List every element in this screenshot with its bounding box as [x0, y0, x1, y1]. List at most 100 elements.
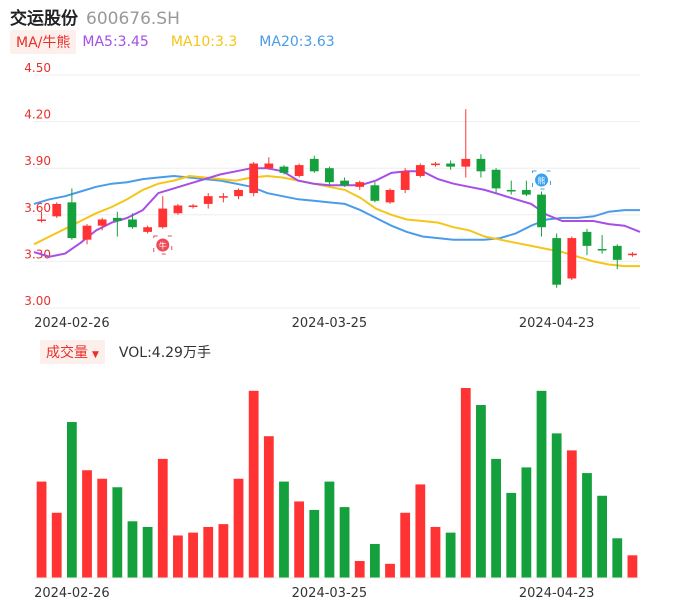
- candle: [400, 168, 410, 194]
- dropdown-arrow-icon: ▼: [92, 350, 99, 360]
- volume-bar: [142, 526, 153, 578]
- bear-marker-frame: [532, 170, 552, 190]
- candle: [143, 225, 153, 234]
- ma10-line: [33, 174, 640, 268]
- bull-marker-badge: [156, 238, 170, 252]
- bull-marker-text: 牛: [159, 241, 167, 251]
- candle-body: [143, 227, 153, 232]
- candle-body: [309, 158, 319, 172]
- candle-body: [203, 196, 213, 204]
- candle-body: [355, 182, 365, 187]
- candle-body: [234, 189, 243, 197]
- volume-bar: [157, 458, 168, 578]
- volume-indicator-dropdown[interactable]: 成交量 ▼: [40, 340, 105, 364]
- candle-body: [173, 205, 183, 214]
- candle: [537, 191, 546, 237]
- volume-bar: [339, 507, 350, 578]
- candle: [294, 163, 304, 178]
- price-tick-label: 3.30: [24, 247, 51, 261]
- candle: [628, 252, 637, 257]
- volume-bar: [97, 478, 108, 578]
- candle-body: [370, 185, 380, 201]
- candle-body: [582, 231, 592, 246]
- volume-bar: [127, 521, 138, 578]
- candle: [385, 188, 395, 204]
- volume-bar: [218, 524, 229, 578]
- candle-body: [340, 180, 349, 186]
- candle-body: [52, 203, 62, 217]
- candle: [612, 244, 622, 270]
- candle: [52, 202, 62, 218]
- volume-bar: [551, 433, 562, 578]
- bull-marker: 牛: [153, 235, 173, 255]
- candle: [567, 236, 577, 281]
- ma10-label: MA10:3.3: [170, 34, 238, 50]
- candle-body: [97, 219, 107, 226]
- candle: [582, 228, 592, 256]
- candle: [67, 188, 77, 240]
- volume-bar: [400, 512, 411, 578]
- candle: [476, 154, 486, 178]
- bear-marker-text: 熊: [538, 176, 546, 186]
- candle-body: [385, 189, 395, 203]
- candle: [355, 180, 365, 190]
- candle: [128, 213, 137, 229]
- candle: [552, 233, 562, 288]
- candle: [279, 165, 289, 175]
- candle-body: [37, 219, 46, 222]
- volume-bar: [112, 487, 123, 578]
- candle-body: [552, 238, 562, 285]
- candle-body: [249, 163, 259, 194]
- candle-body: [537, 194, 546, 228]
- candle: [325, 166, 334, 186]
- volume-bar: [294, 501, 305, 578]
- candle-body: [294, 165, 304, 176]
- candle: [415, 163, 425, 178]
- volume-bar: [233, 478, 244, 578]
- volume-bar: [612, 538, 623, 578]
- volume-bar: [460, 388, 471, 578]
- candle-body: [264, 163, 274, 169]
- price-tick-label: 3.60: [24, 201, 51, 215]
- candle: [521, 180, 531, 197]
- candle: [370, 182, 380, 203]
- volume-bar: [597, 495, 608, 578]
- volume-bar: [415, 484, 426, 578]
- candle-body: [279, 166, 289, 173]
- volume-bar: [51, 512, 62, 578]
- volume-bar: [521, 467, 532, 578]
- candle: [446, 160, 456, 170]
- candle: [158, 196, 168, 229]
- volume-bar: [36, 481, 47, 578]
- volume-bar: [354, 560, 365, 578]
- ma5-label: MA5:3.45: [82, 34, 149, 50]
- candle-body: [400, 171, 410, 190]
- volume-bar: [66, 422, 77, 578]
- candle: [173, 203, 183, 215]
- stock-header: 交运股份 600676.SH: [10, 4, 180, 29]
- candle-body: [158, 208, 168, 228]
- volume-bar: [491, 458, 501, 578]
- candle-body: [325, 168, 334, 183]
- candle-body: [128, 219, 137, 228]
- candle: [188, 203, 198, 209]
- bear-marker: 熊: [532, 170, 552, 190]
- stock-name: 交运股份: [10, 9, 78, 29]
- volume-bar: [385, 563, 395, 578]
- date-tick-label: 2024-03-25: [292, 316, 368, 331]
- candle: [203, 193, 213, 209]
- stock-code: 600676.SH: [86, 9, 180, 29]
- volume-bar: [279, 481, 289, 578]
- candle-body: [218, 196, 228, 198]
- candle: [112, 211, 122, 237]
- candle: [340, 177, 349, 187]
- date-tick-label: 2024-02-26: [34, 316, 110, 331]
- ma-toggle-button[interactable]: MA/牛熊: [10, 30, 77, 54]
- volume-bar: [536, 390, 547, 578]
- price-tick-label: 4.20: [24, 108, 51, 122]
- candle: [264, 157, 274, 170]
- candle-body: [612, 245, 622, 260]
- candle-body: [491, 169, 501, 189]
- candle-body: [431, 163, 440, 166]
